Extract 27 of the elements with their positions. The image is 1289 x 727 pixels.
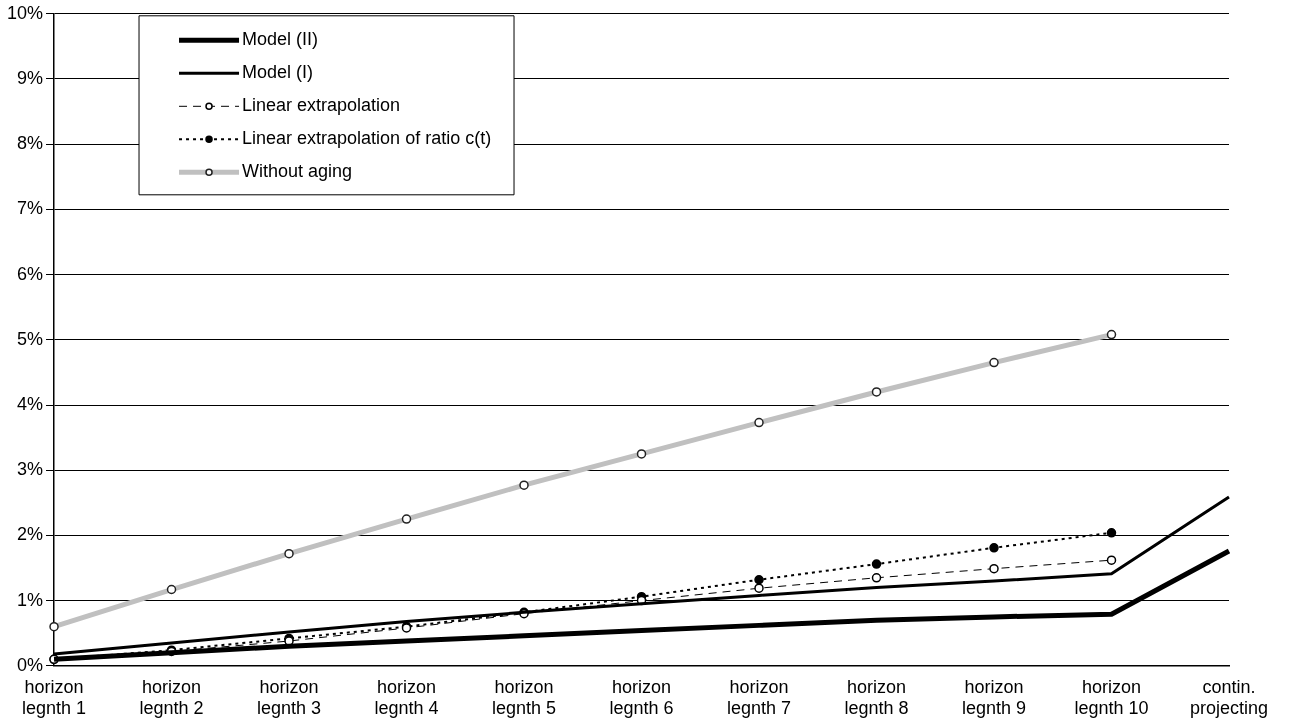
y-tick-label: 6% — [17, 263, 44, 284]
legend-label: Without aging — [242, 161, 353, 182]
y-tick-label: 2% — [17, 524, 44, 545]
y-tick-label: 8% — [17, 133, 44, 154]
legend-label: Model (II) — [242, 29, 319, 50]
x-tick-label: horizon legnth 2 — [139, 676, 204, 719]
legend-label: Linear extrapolation — [242, 95, 401, 116]
y-tick-label: 4% — [17, 393, 44, 414]
x-tick-label: horizon legnth 5 — [491, 676, 557, 719]
y-tick-label: 10% — [7, 2, 44, 23]
x-tick-label: contin. projecting — [1189, 676, 1269, 719]
x-tick-label: horizon legnth 4 — [374, 676, 439, 719]
y-tick-label: 9% — [17, 67, 44, 88]
y-tick-label: 1% — [17, 589, 44, 610]
x-tick-label: horizon legnth 9 — [961, 676, 1027, 719]
legend-label: Model (I) — [242, 62, 314, 83]
x-tick-label: horizon legnth 1 — [22, 676, 87, 719]
y-tick-label: 0% — [17, 654, 44, 675]
y-tick-label: 5% — [17, 328, 44, 349]
x-tick-label: horizon legnth 7 — [726, 676, 792, 719]
y-tick-label: 3% — [17, 459, 44, 480]
x-tick-label: horizon legnth 8 — [844, 676, 909, 719]
x-tick-label: horizon legnth 3 — [256, 676, 322, 719]
legend-label: Linear extrapolation of ratio c(t) — [242, 128, 492, 149]
x-tick-label: horizon legnth 6 — [609, 676, 674, 719]
x-tick-label: horizon legnth 10 — [1074, 676, 1149, 719]
y-tick-label: 7% — [17, 198, 44, 219]
